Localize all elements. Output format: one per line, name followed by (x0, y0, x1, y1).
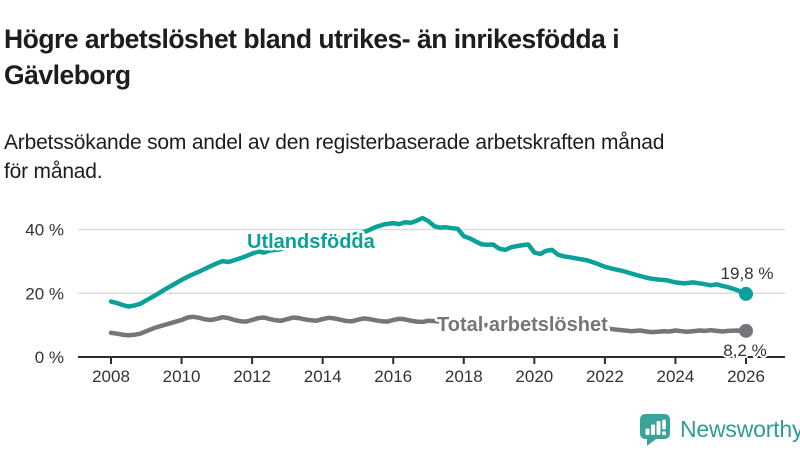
series-end-dot-0 (739, 286, 753, 301)
chart-title: Högre arbetslöshet bland utrikes- än inr… (4, 23, 620, 90)
x-tick-label: 2018 (445, 367, 483, 386)
x-tick-label: 2024 (657, 367, 695, 386)
y-tick-label: 40 % (25, 221, 64, 240)
newsworthy-logo-link[interactable]: Newsworthy (638, 412, 800, 446)
y-tick-label: 0 % (35, 348, 64, 367)
series-end-dot-1 (739, 323, 753, 338)
series-end-value-0: 19,8 % (721, 264, 774, 283)
x-tick-label: 2008 (92, 367, 130, 386)
series-label-0: Utlandsfödda (247, 231, 376, 253)
line-chart: 0 % 20 % 40 % 2008 2010 2012 2014 2016 2018 2020 2… (25, 215, 785, 386)
brand-name: Newsworthy (680, 415, 800, 442)
x-tick-label: 2014 (304, 367, 342, 386)
series-line-0 (108, 215, 749, 309)
y-tick-label: 20 % (25, 284, 64, 303)
newsworthy-logo-icon (640, 414, 670, 446)
x-tick-label: 2022 (586, 367, 624, 386)
x-tick-label: 2012 (233, 367, 271, 386)
series-label-1: Total arbetslöshet (437, 314, 608, 336)
x-tick-label: 2010 (163, 367, 201, 386)
logo-exclamation-bar (662, 419, 666, 430)
logo-exclamation-dot (662, 431, 666, 436)
logo-bar-small (645, 428, 650, 435)
x-tick-label: 2016 (374, 367, 412, 386)
series-end-value-1: 8,2 % (723, 341, 766, 360)
x-tick-label: 2020 (515, 367, 553, 386)
logo-bar-tall (656, 421, 661, 435)
logo-bar-medium (651, 424, 655, 435)
x-tick-label: 2026 (727, 367, 765, 386)
chart-subtitle: Arbetssökande som andel av den registerb… (4, 131, 665, 183)
series-line-1 (108, 314, 749, 338)
